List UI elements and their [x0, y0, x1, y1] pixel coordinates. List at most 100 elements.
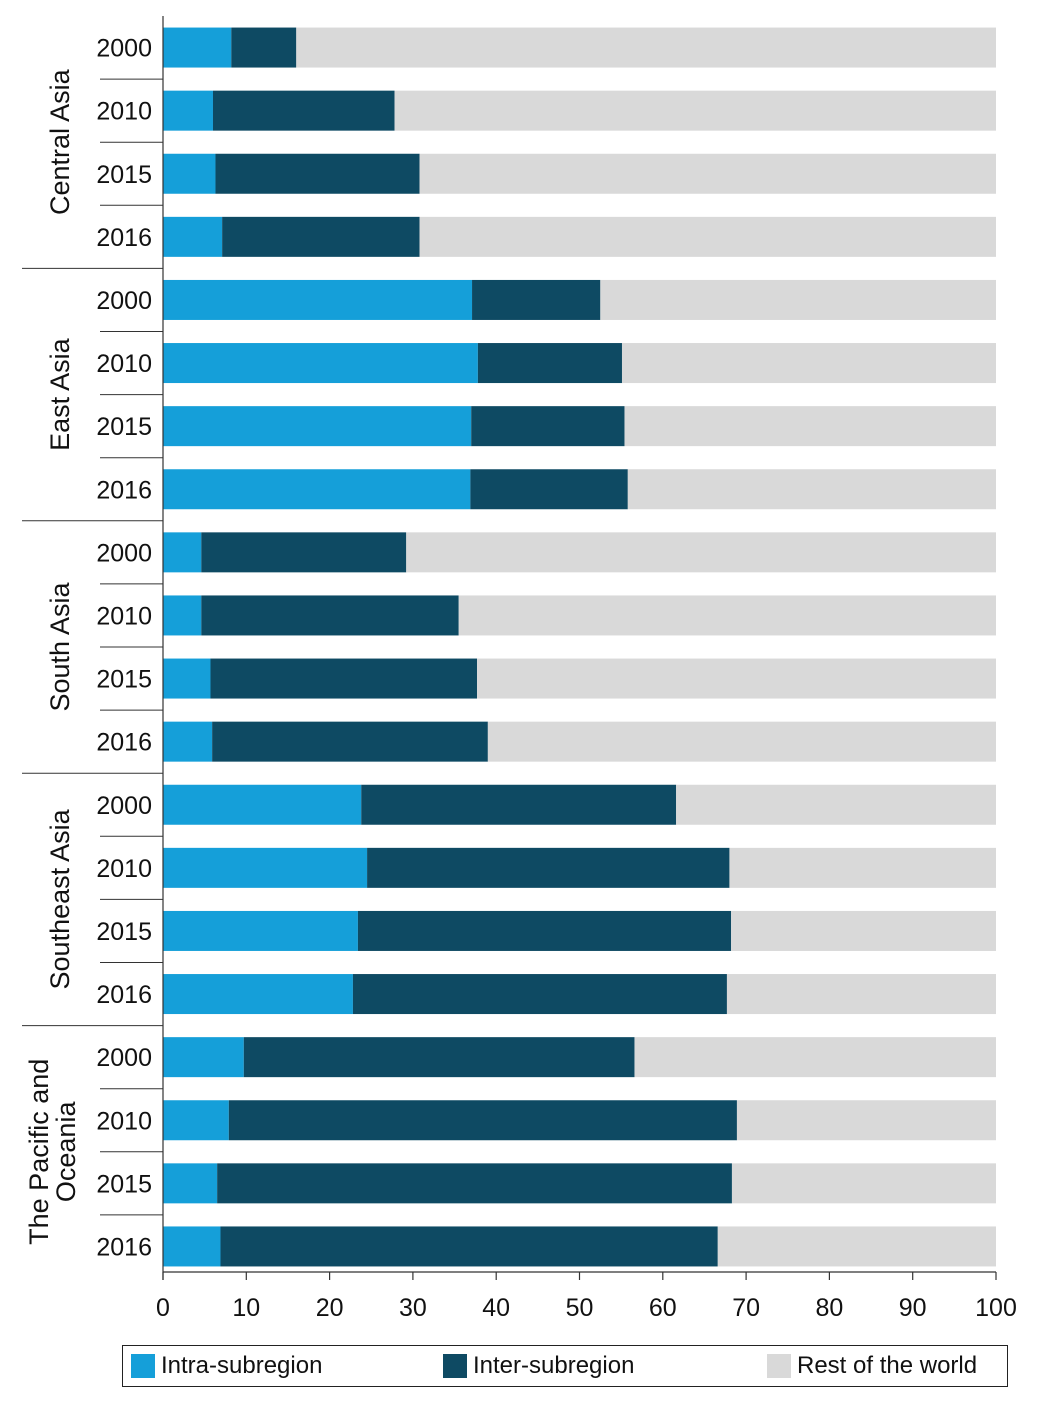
legend-swatch-inter: [443, 1354, 467, 1378]
year-label: 2015: [96, 666, 152, 694]
group-label-line: Central Asia: [45, 68, 75, 215]
bar-rest: [621, 343, 996, 384]
year-label: 2015: [96, 918, 152, 946]
bar-inter: [220, 1226, 718, 1267]
year-label: 2016: [96, 476, 152, 504]
bar-rest: [419, 153, 997, 194]
group-label-line: The Pacific and: [24, 1059, 54, 1245]
bar-inter: [222, 216, 420, 257]
bar-rest: [487, 721, 996, 762]
x-tick-label: 10: [232, 1294, 260, 1322]
x-tick-label: 40: [482, 1294, 510, 1322]
bar-intra: [163, 469, 471, 510]
bar-intra: [163, 910, 358, 951]
group-label: Southeast Asia: [45, 808, 75, 989]
bar-rest: [676, 784, 996, 825]
bar-inter: [201, 595, 459, 636]
legend-item-rest: Rest of the world: [767, 1352, 977, 1380]
bar-intra: [163, 153, 216, 194]
bar-inter: [367, 847, 730, 888]
bar-rest: [729, 847, 996, 888]
x-tick-label: 100: [975, 1294, 1017, 1322]
year-label: 2015: [96, 413, 152, 441]
bar-intra: [163, 721, 213, 762]
bar-rest: [458, 595, 997, 636]
bar-intra: [163, 279, 473, 320]
bar-intra: [163, 90, 213, 131]
bar-intra: [163, 1100, 229, 1141]
bar-intra: [163, 784, 362, 825]
bar-rest: [419, 216, 997, 257]
year-label: 2010: [96, 350, 152, 378]
bar-inter: [357, 910, 732, 951]
year-label: 2000: [96, 539, 152, 567]
bar-intra: [163, 406, 472, 447]
year-label: 2000: [96, 1044, 152, 1072]
year-label: 2000: [96, 287, 152, 315]
bar-rest: [600, 279, 996, 320]
bar-intra: [163, 1163, 218, 1204]
bar-rest: [624, 406, 996, 447]
group-label: East Asia: [45, 337, 75, 451]
legend-label-intra: Intra-subregion: [161, 1352, 323, 1379]
bar-intra: [163, 658, 211, 699]
bar-inter: [243, 1037, 635, 1078]
bar-intra: [163, 974, 353, 1015]
x-tick-label: 70: [732, 1294, 760, 1322]
bar-rest: [717, 1226, 996, 1267]
bar-intra: [163, 1037, 244, 1078]
x-tick-label: 20: [316, 1294, 344, 1322]
legend-item-inter: Inter-subregion: [443, 1352, 634, 1380]
bar-inter: [215, 153, 420, 194]
bar-inter: [201, 532, 407, 573]
bar-inter: [470, 469, 628, 510]
x-tick-label: 60: [649, 1294, 677, 1322]
bar-intra: [163, 343, 478, 384]
bar-inter: [231, 27, 297, 68]
group-label-line: South Asia: [45, 581, 75, 711]
bar-rest: [726, 974, 996, 1015]
bar-rest: [296, 27, 996, 68]
year-label: 2010: [96, 602, 152, 630]
year-label: 2010: [96, 98, 152, 126]
bar-inter: [477, 343, 622, 384]
bar-intra: [163, 1226, 221, 1267]
x-tick-label: 50: [566, 1294, 594, 1322]
bar-inter: [471, 406, 625, 447]
year-label: 2016: [96, 729, 152, 757]
group-label-line: Oceania: [51, 1101, 81, 1203]
x-tick-label: 80: [815, 1294, 843, 1322]
year-label: 2016: [96, 1233, 152, 1261]
group-label: South Asia: [45, 581, 75, 711]
bar-rest: [736, 1100, 996, 1141]
bar-intra: [163, 27, 232, 68]
bar-inter: [228, 1100, 737, 1141]
year-label: 2016: [96, 224, 152, 252]
bar-inter: [472, 279, 601, 320]
group-label: Central Asia: [45, 68, 75, 215]
x-tick-label: 0: [156, 1294, 170, 1322]
bar-rest: [394, 90, 997, 131]
bar-intra: [163, 216, 223, 257]
year-label: 2015: [96, 161, 152, 189]
bar-rest: [731, 910, 996, 951]
legend-swatch-intra: [131, 1354, 155, 1378]
bar-inter: [212, 721, 488, 762]
bar-rest: [634, 1037, 996, 1078]
group-label-line: East Asia: [45, 337, 75, 451]
bar-inter: [210, 658, 478, 699]
x-tick-label: 90: [899, 1294, 927, 1322]
bar-inter: [217, 1163, 732, 1204]
year-label: 2010: [96, 1107, 152, 1135]
year-label: 2000: [96, 35, 152, 63]
legend-label-rest: Rest of the world: [797, 1352, 978, 1379]
bar-rest: [406, 532, 997, 573]
bar-rest: [627, 469, 996, 510]
bar-inter: [352, 974, 727, 1015]
bar-rest: [731, 1163, 996, 1204]
year-label: 2000: [96, 792, 152, 820]
legend-swatch-rest: [767, 1354, 791, 1378]
legend-item-intra: Intra-subregion: [131, 1352, 322, 1380]
bar-inter: [361, 784, 677, 825]
